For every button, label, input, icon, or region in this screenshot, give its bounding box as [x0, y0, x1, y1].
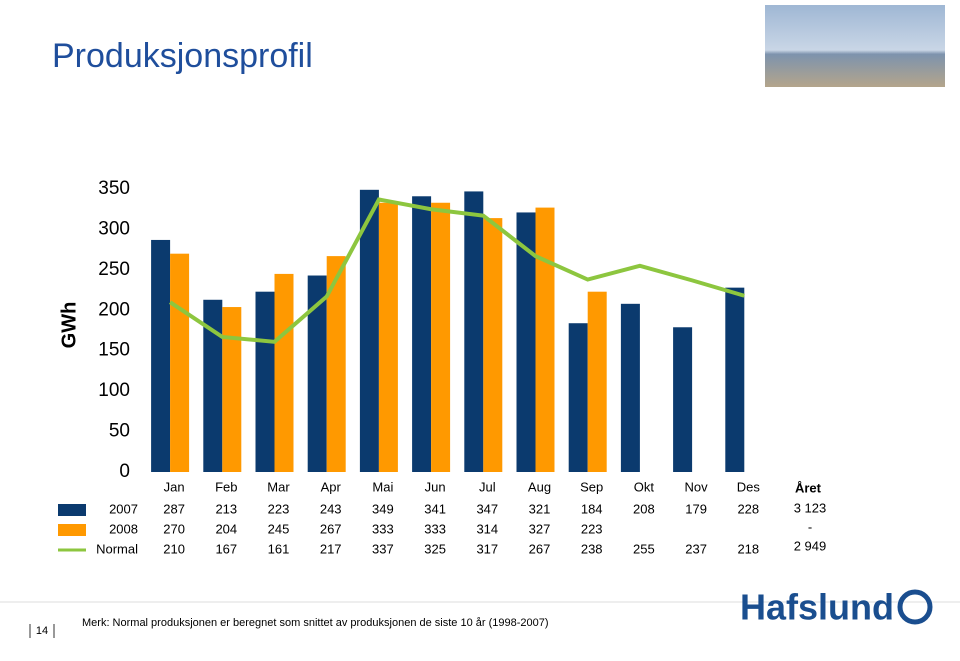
y-tick-label: 300 [98, 218, 130, 239]
x-tick-label: Jul [479, 479, 496, 494]
bar [620, 303, 640, 472]
table-value: 327 [529, 521, 551, 536]
table-value: 167 [215, 541, 237, 556]
y-tick-label: 100 [98, 380, 130, 401]
y-tick-label: 350 [98, 178, 130, 199]
annual-value: 2 949 [794, 538, 827, 553]
bar [255, 291, 275, 472]
bar [725, 287, 745, 472]
table-value: 213 [215, 501, 237, 516]
bar [222, 307, 242, 472]
table-value: 317 [476, 541, 498, 556]
x-tick-label: Aug [528, 479, 551, 494]
x-tick-label: Nov [685, 479, 709, 494]
table-value: 204 [215, 521, 237, 536]
logo-symbol [897, 589, 933, 625]
bar [483, 218, 503, 472]
legend-label: 2007 [109, 501, 138, 516]
x-tick-label: Apr [321, 479, 342, 494]
table-value: 267 [320, 521, 342, 536]
table-value: 210 [163, 541, 185, 556]
logo: Hafslund [740, 587, 894, 628]
table-value: 218 [737, 541, 759, 556]
x-tick-label: Des [737, 479, 761, 494]
x-tick-label: Feb [215, 479, 237, 494]
table-value: 333 [372, 521, 394, 536]
bar [673, 327, 693, 472]
bar [587, 291, 607, 472]
table-value: 208 [633, 501, 655, 516]
bar [568, 323, 588, 472]
table-value: 237 [685, 541, 707, 556]
bar [326, 256, 346, 472]
table-value: 325 [424, 541, 446, 556]
table-value: 238 [581, 541, 603, 556]
bar [359, 189, 379, 472]
bar [516, 212, 536, 472]
x-tick-label: Jun [425, 479, 446, 494]
y-axis-label: GWh [58, 302, 80, 349]
footnote: Merk: Normal produksjonen er beregnet so… [82, 617, 549, 629]
bar [412, 196, 432, 472]
table-value: 341 [424, 501, 446, 516]
table-value: 255 [633, 541, 655, 556]
annual-value: - [808, 519, 812, 534]
table-value: 314 [476, 521, 498, 536]
table-value: 349 [372, 501, 394, 516]
legend-label: 2008 [109, 521, 138, 536]
legend-label: Normal [96, 541, 138, 556]
table-value: 243 [320, 501, 342, 516]
table-value: 179 [685, 501, 707, 516]
x-tick-label: Okt [634, 479, 655, 494]
table-value: 217 [320, 541, 342, 556]
y-tick-label: 50 [109, 421, 130, 442]
table-value: 347 [476, 501, 498, 516]
line-series [168, 197, 745, 344]
bar [170, 253, 190, 472]
bar [535, 207, 555, 472]
table-value: 321 [529, 501, 551, 516]
bar [274, 273, 294, 472]
x-tick-label: Mar [267, 479, 290, 494]
table-value: 245 [268, 521, 290, 536]
table-value: 184 [581, 501, 603, 516]
table-value: 161 [268, 541, 290, 556]
y-tick-label: 0 [119, 461, 130, 482]
header-photo [765, 5, 945, 87]
x-tick-label: Sep [580, 479, 603, 494]
legend-swatch [58, 524, 86, 536]
page-number: 14 [36, 625, 48, 637]
table-value: 228 [737, 501, 759, 516]
table-value: 333 [424, 521, 446, 536]
y-tick-label: 250 [98, 259, 130, 280]
bar [464, 191, 484, 472]
table-value: 270 [163, 521, 185, 536]
table-value: 267 [529, 541, 551, 556]
y-tick-label: 150 [98, 340, 130, 361]
bar [203, 299, 223, 472]
bar [307, 275, 327, 472]
legend-swatch [58, 504, 86, 516]
y-tick-label: 200 [98, 299, 130, 320]
bar [378, 202, 398, 472]
slide-title: Produksjonsprofil [52, 37, 313, 75]
table-value: 287 [163, 501, 185, 516]
x-tick-label: Jan [164, 479, 185, 494]
bar [151, 239, 171, 472]
bar [431, 202, 451, 472]
annual-header: Året [795, 480, 822, 495]
table-value: 337 [372, 541, 394, 556]
annual-value: 3 123 [794, 500, 827, 515]
table-value: 223 [268, 501, 290, 516]
table-value: 223 [581, 521, 603, 536]
x-tick-label: Mai [372, 479, 393, 494]
